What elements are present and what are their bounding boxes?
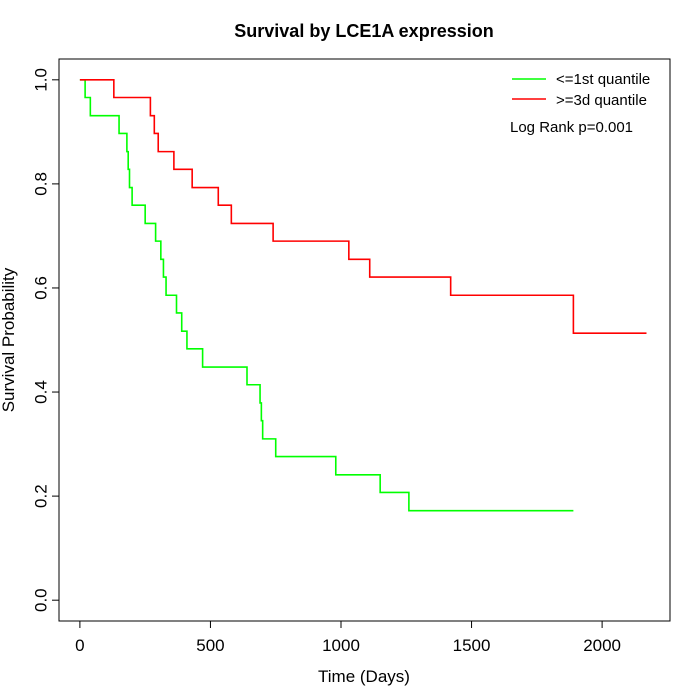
series-high-expression-curve — [79, 79, 647, 335]
y-tick-label: 0.0 — [31, 588, 50, 612]
y-tick-label: 1.0 — [31, 68, 50, 92]
x-tick-label: 500 — [196, 636, 224, 655]
x-tick-label: 0 — [75, 636, 84, 655]
legend-label-high: >=3d quantile — [556, 92, 647, 109]
series-layer — [79, 79, 647, 512]
y-tick-label: 0.2 — [31, 484, 50, 508]
x-tick-label: 1500 — [453, 636, 491, 655]
y-tick-label: 0.6 — [31, 276, 50, 300]
x-tick-label: 2000 — [583, 636, 621, 655]
y-axis: 0.0 0.2 0.4 0.6 0.8 1.0 — [31, 68, 60, 612]
log-rank-annotation: Log Rank p=0.001 — [510, 119, 633, 136]
y-tick-label: 0.8 — [31, 172, 50, 196]
series-low-expression-curve — [79, 79, 574, 512]
chart-title: Survival by LCE1A expression — [234, 21, 493, 41]
x-axis-label: Time (Days) — [318, 667, 410, 686]
y-tick-label: 0.4 — [31, 380, 50, 404]
legend-label-low: <=1st quantile — [556, 71, 650, 88]
legend: <=1st quantile >=3d quantile — [512, 71, 650, 109]
y-axis-label: Survival Probability — [0, 267, 18, 412]
x-axis: 0 500 1000 1500 2000 — [75, 620, 621, 655]
x-tick-label: 1000 — [322, 636, 360, 655]
plot-frame — [58, 58, 671, 622]
